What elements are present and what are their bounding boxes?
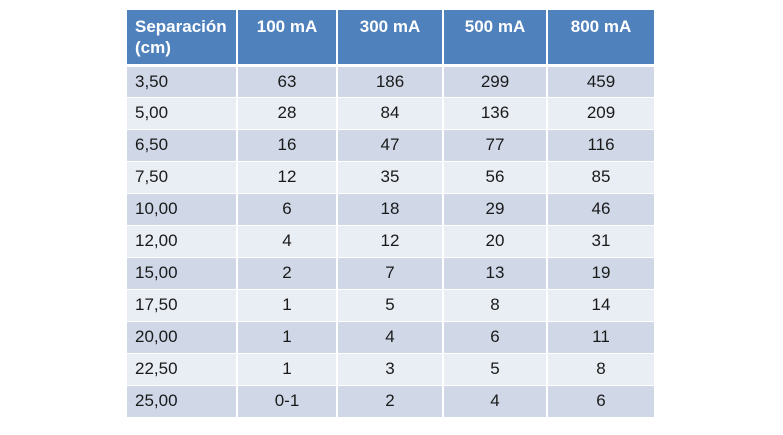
cell-500ma: 136 — [443, 97, 548, 130]
cell-800ma: 6 — [547, 385, 654, 418]
cell-separacion: 6,50 — [127, 129, 238, 162]
header-300ma: 300 mA — [337, 10, 444, 67]
separation-current-table: Separación (cm) 100 mA 300 mA 500 mA 800… — [127, 10, 654, 418]
cell-500ma: 6 — [443, 321, 548, 354]
cell-300ma: 3 — [337, 353, 444, 386]
cell-300ma: 47 — [337, 129, 444, 162]
cell-800ma: 8 — [547, 353, 654, 386]
header-separacion: Separación (cm) — [127, 10, 238, 67]
cell-300ma: 18 — [337, 193, 444, 226]
header-100ma: 100 mA — [237, 10, 338, 67]
cell-500ma: 20 — [443, 225, 548, 258]
cell-500ma: 4 — [443, 385, 548, 418]
cell-100ma: 1 — [237, 289, 338, 322]
cell-800ma: 46 — [547, 193, 654, 226]
table-row: 17,50 1 5 8 14 — [127, 289, 654, 322]
cell-500ma: 8 — [443, 289, 548, 322]
cell-300ma: 4 — [337, 321, 444, 354]
cell-300ma: 12 — [337, 225, 444, 258]
table-row: 15,00 2 7 13 19 — [127, 257, 654, 290]
cell-500ma: 13 — [443, 257, 548, 290]
cell-800ma: 11 — [547, 321, 654, 354]
cell-800ma: 459 — [547, 65, 654, 98]
cell-300ma: 5 — [337, 289, 444, 322]
table-row: 5,00 28 84 136 209 — [127, 97, 654, 130]
cell-800ma: 85 — [547, 161, 654, 194]
cell-separacion: 12,00 — [127, 225, 238, 258]
cell-500ma: 5 — [443, 353, 548, 386]
cell-500ma: 299 — [443, 65, 548, 98]
cell-100ma: 28 — [237, 97, 338, 130]
cell-300ma: 84 — [337, 97, 444, 130]
cell-separacion: 5,00 — [127, 97, 238, 130]
cell-100ma: 1 — [237, 353, 338, 386]
cell-100ma: 16 — [237, 129, 338, 162]
cell-100ma: 2 — [237, 257, 338, 290]
table-header: Separación (cm) 100 mA 300 mA 500 mA 800… — [127, 10, 654, 67]
cell-separacion: 10,00 — [127, 193, 238, 226]
cell-300ma: 186 — [337, 65, 444, 98]
cell-separacion: 20,00 — [127, 321, 238, 354]
data-table-container: Separación (cm) 100 mA 300 mA 500 mA 800… — [127, 10, 654, 418]
cell-800ma: 19 — [547, 257, 654, 290]
table-row: 12,00 4 12 20 31 — [127, 225, 654, 258]
cell-100ma: 0-1 — [237, 385, 338, 418]
cell-separacion: 3,50 — [127, 65, 238, 98]
table-row: 7,50 12 35 56 85 — [127, 161, 654, 194]
cell-800ma: 209 — [547, 97, 654, 130]
cell-100ma: 4 — [237, 225, 338, 258]
table-row: 3,50 63 186 299 459 — [127, 65, 654, 98]
cell-100ma: 6 — [237, 193, 338, 226]
cell-300ma: 35 — [337, 161, 444, 194]
header-row: Separación (cm) 100 mA 300 mA 500 mA 800… — [127, 10, 654, 67]
cell-800ma: 31 — [547, 225, 654, 258]
cell-separacion: 15,00 — [127, 257, 238, 290]
header-500ma: 500 mA — [443, 10, 548, 67]
cell-separacion: 25,00 — [127, 385, 238, 418]
cell-500ma: 29 — [443, 193, 548, 226]
cell-500ma: 77 — [443, 129, 548, 162]
cell-100ma: 63 — [237, 65, 338, 98]
cell-100ma: 1 — [237, 321, 338, 354]
cell-100ma: 12 — [237, 161, 338, 194]
table-row: 22,50 1 3 5 8 — [127, 353, 654, 386]
table-row: 20,00 1 4 6 11 — [127, 321, 654, 354]
table-row: 10,00 6 18 29 46 — [127, 193, 654, 226]
cell-separacion: 17,50 — [127, 289, 238, 322]
header-800ma: 800 mA — [547, 10, 654, 67]
cell-separacion: 22,50 — [127, 353, 238, 386]
table-body: 3,50 63 186 299 459 5,00 28 84 136 209 6… — [127, 65, 654, 418]
table-row: 25,00 0-1 2 4 6 — [127, 385, 654, 418]
cell-800ma: 116 — [547, 129, 654, 162]
cell-300ma: 2 — [337, 385, 444, 418]
cell-800ma: 14 — [547, 289, 654, 322]
cell-500ma: 56 — [443, 161, 548, 194]
cell-300ma: 7 — [337, 257, 444, 290]
cell-separacion: 7,50 — [127, 161, 238, 194]
table-row: 6,50 16 47 77 116 — [127, 129, 654, 162]
